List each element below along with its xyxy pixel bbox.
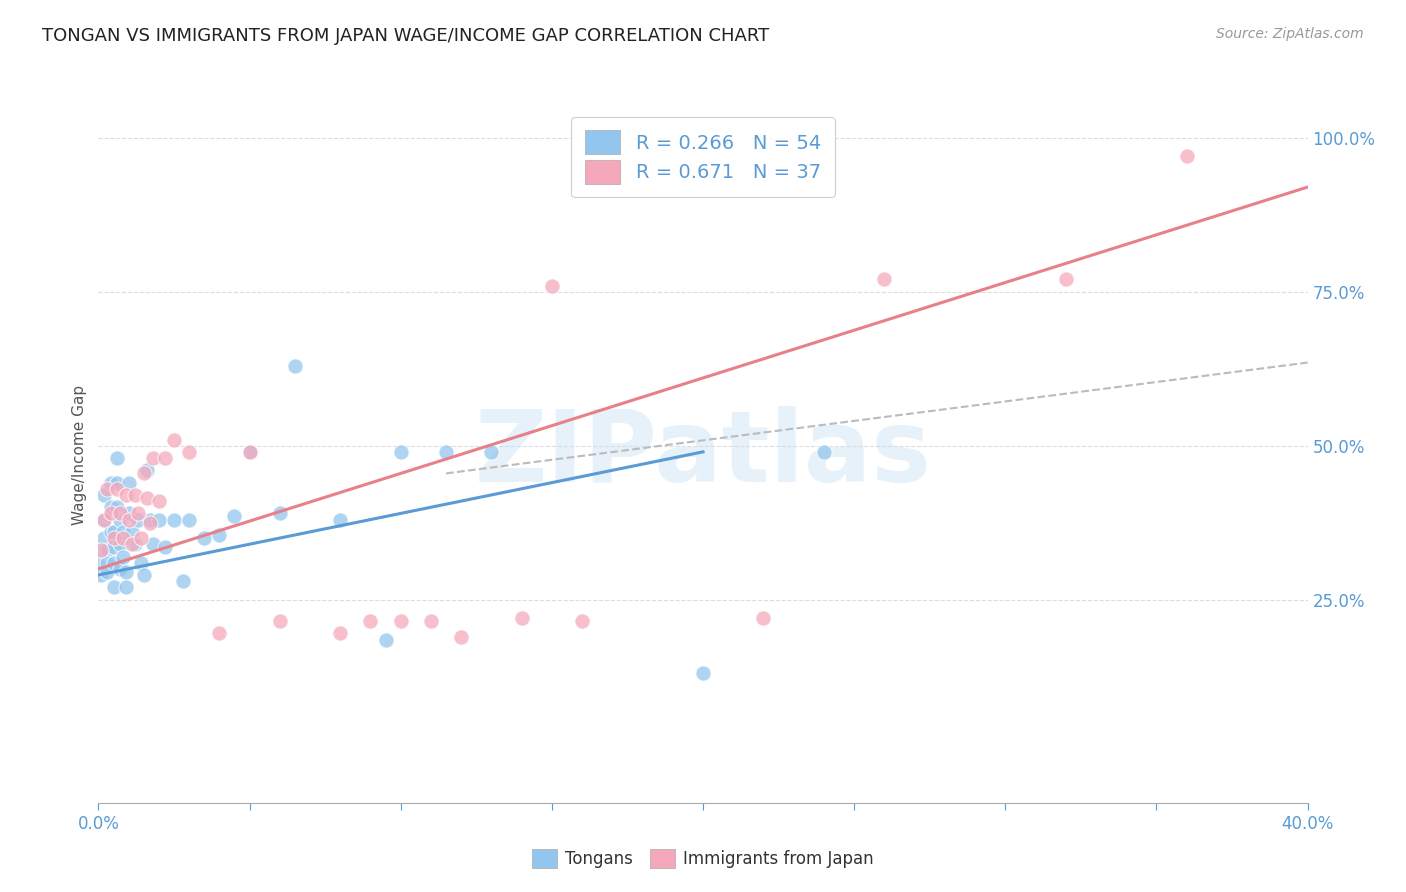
Point [135,463,157,477]
Point [100,475,122,490]
Point [108,562,131,576]
Point [540,278,562,293]
Point [103,556,125,570]
Point [100,507,122,521]
Point [103,580,125,594]
Point [105,500,128,515]
Point [360,614,382,628]
Point [239,445,262,459]
Point [108,507,131,521]
Point [114,580,136,594]
Point [179,512,201,526]
Point [329,512,352,526]
Point [111,524,134,539]
Point [142,537,165,551]
Point [93,512,115,526]
Point [118,512,141,526]
Point [129,531,152,545]
Text: ZIPatlas: ZIPatlas [475,407,931,503]
Point [127,507,149,521]
Point [93,488,115,502]
Point [571,614,593,628]
Point [90,543,112,558]
Legend: Tongans, Immigrants from Japan: Tongans, Immigrants from Japan [526,843,880,875]
Point [284,359,307,373]
Point [481,445,503,459]
Point [108,537,131,551]
Point [139,512,162,526]
Point [100,500,122,515]
Point [114,488,136,502]
Point [111,549,134,564]
Point [172,574,194,589]
Point [434,445,457,459]
Point [96,556,118,570]
Point [148,494,170,508]
Point [1175,149,1198,163]
Point [163,512,186,526]
Point [129,556,152,570]
Point [135,491,157,505]
Point [510,611,533,625]
Point [90,568,112,582]
Point [208,626,231,640]
Point [692,666,714,681]
Text: Source: ZipAtlas.com: Source: ZipAtlas.com [1216,27,1364,41]
Point [269,507,291,521]
Point [114,565,136,579]
Point [100,524,122,539]
Point [121,537,143,551]
Point [153,541,176,555]
Point [389,614,412,628]
Point [420,614,443,628]
Point [873,272,896,286]
Point [208,528,231,542]
Point [111,531,134,545]
Point [142,450,165,465]
Point [193,531,215,545]
Point [179,445,201,459]
Point [105,475,128,490]
Point [163,433,186,447]
Point [124,488,146,502]
Point [118,507,141,521]
Point [103,531,125,545]
Point [108,512,131,526]
Legend: R = 0.266   N = 54, R = 0.671   N = 37: R = 0.266 N = 54, R = 0.671 N = 37 [571,117,835,197]
Point [96,565,118,579]
Point [93,531,115,545]
Point [148,512,170,526]
Point [269,614,291,628]
Point [329,626,352,640]
Point [127,512,149,526]
Point [93,512,115,526]
Point [90,543,112,558]
Point [96,543,118,558]
Y-axis label: Wage/Income Gap: Wage/Income Gap [72,384,87,525]
Text: TONGAN VS IMMIGRANTS FROM JAPAN WAGE/INCOME GAP CORRELATION CHART: TONGAN VS IMMIGRANTS FROM JAPAN WAGE/INC… [42,27,769,45]
Point [132,467,155,481]
Point [103,524,125,539]
Point [239,445,262,459]
Point [1054,272,1077,286]
Point [103,541,125,555]
Point [389,445,412,459]
Point [87,556,110,570]
Point [105,482,128,496]
Point [105,450,128,465]
Point [813,445,835,459]
Point [153,450,176,465]
Point [450,630,472,644]
Point [374,632,396,647]
Point [752,611,775,625]
Point [132,568,155,582]
Point [118,475,141,490]
Point [121,524,143,539]
Point [96,482,118,496]
Point [139,516,162,530]
Point [224,509,246,524]
Point [124,537,146,551]
